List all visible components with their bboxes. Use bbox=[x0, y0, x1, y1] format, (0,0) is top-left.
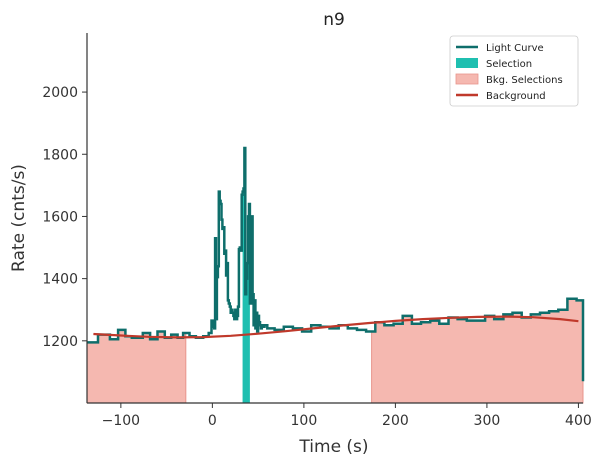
x-tick-label: −100 bbox=[102, 413, 140, 429]
y-tick-label: 1600 bbox=[42, 209, 78, 225]
axes: −100 0 100 200 300 400 1200 1400 1600 1800 2000 bbox=[42, 33, 592, 429]
x-tick-label: 300 bbox=[474, 413, 501, 429]
chart-title: n9 bbox=[323, 10, 345, 30]
y-tick-label: 1800 bbox=[42, 147, 78, 163]
bkg-selection-region-2 bbox=[371, 298, 584, 404]
x-tick-label: 0 bbox=[208, 413, 217, 429]
legend-label: Bkg. Selections bbox=[486, 75, 563, 86]
legend-label: Background bbox=[486, 91, 546, 102]
legend-label: Light Curve bbox=[486, 43, 544, 54]
y-tick-label: 1200 bbox=[42, 334, 78, 350]
y-tick-label: 2000 bbox=[42, 85, 78, 101]
bkg-selection-region-1 bbox=[86, 329, 187, 404]
legend-swatch-patch bbox=[455, 73, 479, 85]
legend: Light Curve Selection Bkg. Selections Backg… bbox=[449, 35, 579, 107]
legend-box bbox=[449, 35, 579, 107]
x-tick-label: 200 bbox=[382, 413, 409, 429]
y-axis-label: Rate (cnts/s) bbox=[9, 164, 29, 272]
legend-label: Selection bbox=[486, 59, 532, 70]
x-tick-label: 400 bbox=[565, 413, 592, 429]
light-curve-line bbox=[87, 146, 585, 382]
series-layer bbox=[87, 146, 585, 382]
y-tick-label: 1400 bbox=[42, 272, 78, 288]
legend-swatch-patch bbox=[456, 58, 478, 68]
background-line bbox=[93, 315, 579, 339]
x-tick-label: 100 bbox=[291, 413, 318, 429]
x-axis-label: Time (s) bbox=[298, 437, 368, 457]
